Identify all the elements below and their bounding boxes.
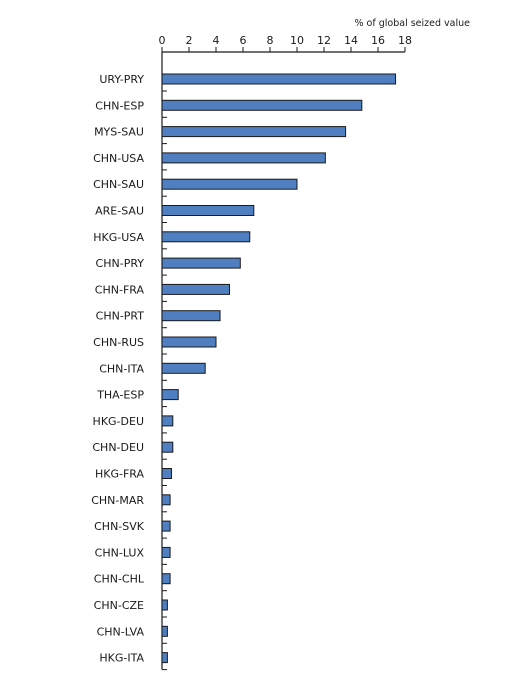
category-label: CHN-PRY xyxy=(96,257,145,270)
bar-chn-sau xyxy=(161,178,298,190)
category-label: URY-PRY xyxy=(99,73,144,86)
bar-chn-chl xyxy=(161,573,171,585)
bar-tha-esp xyxy=(161,389,179,401)
x-tick-label: 6 xyxy=(240,34,247,47)
x-axis-title: % of global seized value xyxy=(355,18,471,29)
category-label: HKG-ITA xyxy=(99,652,144,665)
category-label: CHN-LUX xyxy=(95,546,145,559)
category-label: CHN-PRT xyxy=(96,310,145,323)
x-tick-label: 0 xyxy=(159,34,166,47)
bar-chn-usa xyxy=(161,152,326,164)
bar-chn-svk xyxy=(161,520,171,532)
x-tick-label: 14 xyxy=(344,34,358,47)
category-label: ARE-SAU xyxy=(95,205,144,218)
bar-chn-pry xyxy=(161,257,241,269)
bar-chn-prt xyxy=(161,310,221,322)
bar-chn-rus xyxy=(161,336,217,348)
category-label: CHN-MAR xyxy=(91,494,144,507)
x-tick-label: 2 xyxy=(186,34,193,47)
category-label: CHN-SVK xyxy=(94,520,145,533)
labels-layer: URY-PRY CHN-ESP MYS-SAU CHN-USA CHN-SAU ARE-S… xyxy=(91,73,145,665)
x-tick-label: 18 xyxy=(398,34,412,47)
bar-hkg-fra xyxy=(161,468,172,479)
x-tick-label: 10 xyxy=(290,34,304,47)
bar-hkg-ita xyxy=(161,652,168,664)
bar-chn-lux xyxy=(161,546,171,558)
bar-chn-ita xyxy=(161,362,206,374)
bar-mys-sau xyxy=(161,126,347,138)
category-label: CHN-LVA xyxy=(97,625,145,638)
bar-ury-pry xyxy=(161,73,397,85)
category-label: THA-ESP xyxy=(96,389,144,402)
bars-layer xyxy=(161,73,397,664)
bar-chn-esp xyxy=(161,99,363,111)
category-label: CHN-CHL xyxy=(94,573,145,586)
category-label: CHN-USA xyxy=(93,152,144,165)
bar-are-sau xyxy=(161,205,255,216)
bar-chn-mar xyxy=(161,494,171,506)
x-tick-label: 16 xyxy=(371,34,385,47)
category-label: HKG-FRA xyxy=(95,468,145,481)
category-label: CHN-DEU xyxy=(92,441,144,454)
bar-chn-deu xyxy=(161,441,174,453)
bar-hkg-usa xyxy=(161,231,251,243)
bar-chn-lva xyxy=(161,625,168,637)
category-label: CHN-ESP xyxy=(95,99,144,112)
category-label: CHN-ITA xyxy=(99,362,144,375)
bar-hkg-deu xyxy=(161,415,174,427)
x-tick-label: 8 xyxy=(267,34,274,47)
category-label: HKG-DEU xyxy=(93,415,144,428)
category-label: HKG-USA xyxy=(93,231,144,244)
category-label: CHN-FRA xyxy=(95,283,145,296)
x-tick-label: 4 xyxy=(213,34,220,47)
category-label: MYS-SAU xyxy=(94,126,144,139)
x-tick-label: 12 xyxy=(317,34,331,47)
category-label: CHN-SAU xyxy=(93,178,144,191)
bar-chn-cze xyxy=(161,599,168,611)
bar-chn-fra xyxy=(161,283,230,295)
category-label: CHN-RUS xyxy=(93,336,144,349)
category-label: CHN-CZE xyxy=(94,599,144,612)
